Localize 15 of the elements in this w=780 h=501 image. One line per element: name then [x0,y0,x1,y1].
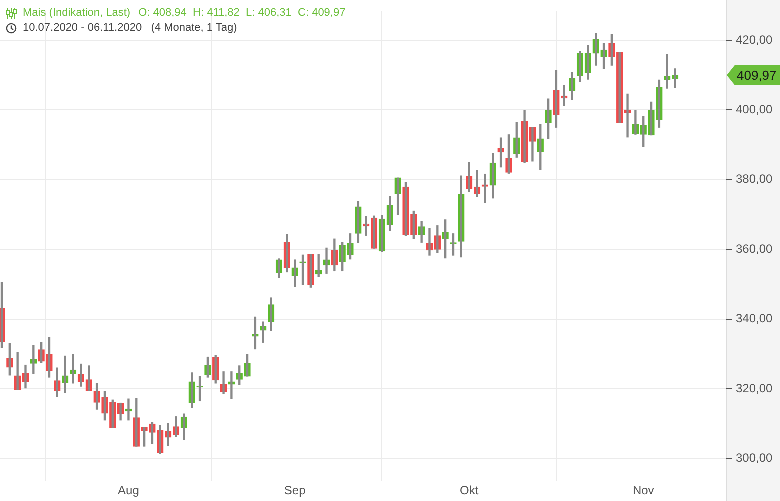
y-tick-label: 420,00 [736,32,774,47]
x-tick-label: Sep [284,484,306,498]
y-tick-label: 340,00 [736,312,774,326]
x-tick-label: Aug [118,484,140,498]
y-tick-label: 320,00 [736,381,774,396]
y-tick-label: 300,00 [736,451,774,466]
text: 409,97 [737,68,777,84]
text: 10.07.2020 - 06.11.2020 (4 Monate, 1 Tag) [23,21,238,36]
y-tick-label: 360,00 [736,242,774,256]
annotation: O: 408,94 H: 411,82 L: 406,31 C: 409,97 [138,6,346,21]
y-tick-label: 400,00 [736,102,774,116]
y-tick-label: 380,00 [736,172,774,186]
chart-title: Mais (Indikation, Last) [23,6,131,21]
x-tick-label: Nov [632,484,654,498]
x-tick-label: Okt [460,484,480,498]
